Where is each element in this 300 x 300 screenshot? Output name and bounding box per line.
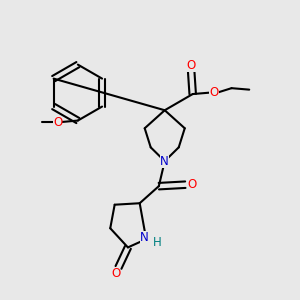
- Text: O: O: [187, 178, 196, 191]
- Text: N: N: [140, 232, 149, 244]
- Text: H: H: [153, 236, 162, 249]
- Text: O: O: [187, 59, 196, 72]
- Text: O: O: [53, 116, 62, 128]
- Text: O: O: [209, 86, 218, 99]
- Text: N: N: [160, 154, 169, 168]
- Text: O: O: [111, 267, 120, 280]
